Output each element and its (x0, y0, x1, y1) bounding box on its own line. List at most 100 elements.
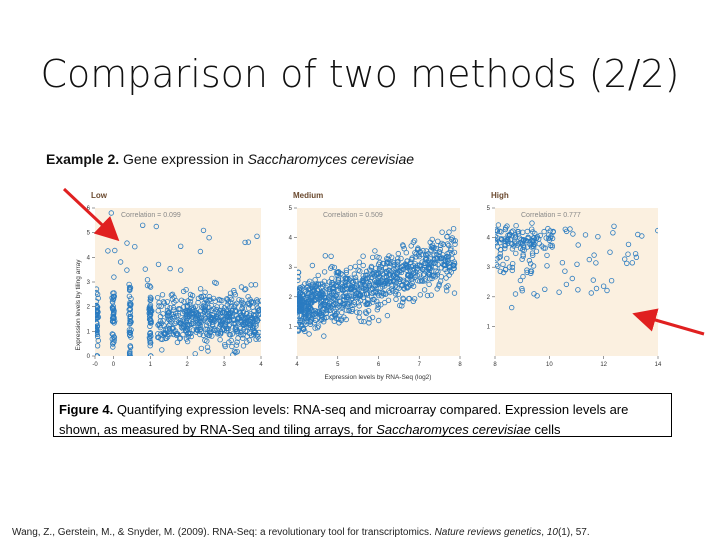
scatter-point (495, 262, 500, 268)
scatter-point (513, 223, 519, 229)
scatter-point (230, 352, 236, 356)
scatter-point (520, 242, 527, 249)
scatter-point (232, 326, 239, 332)
scatter-point (372, 248, 378, 254)
scatter-point (392, 291, 399, 297)
scatter-point (400, 295, 406, 301)
scatter-point (373, 289, 379, 296)
scatter-point (549, 242, 555, 249)
scatter-point (315, 272, 321, 279)
scatter-point (363, 285, 370, 291)
scatter-point (502, 238, 509, 244)
scatter-point (543, 235, 549, 241)
y-tick-label: 5 (289, 206, 293, 212)
y-tick-label: 6 (87, 206, 91, 212)
scatter-point (318, 294, 324, 301)
x-tick-label: 12 (600, 362, 607, 368)
x-tick-label: 10 (546, 362, 553, 368)
data-points (297, 226, 458, 339)
scatter-point (144, 277, 151, 283)
scatter-point (188, 295, 194, 301)
scatter-point (329, 302, 335, 309)
scatter-point (349, 295, 356, 301)
scatter-point (217, 336, 223, 343)
scatter-point (213, 280, 219, 286)
scatter-point (600, 283, 607, 289)
scatter-point (530, 263, 537, 269)
scatter-point (386, 267, 392, 273)
scatter-point (430, 273, 436, 279)
scatter-point (204, 319, 210, 325)
scatter-point (127, 310, 133, 316)
scatter-point (495, 244, 501, 250)
scatter-point (424, 292, 431, 299)
scatter-point (354, 285, 361, 292)
scatter-point (369, 314, 376, 321)
scatter-point (376, 254, 382, 261)
scatter-point (404, 258, 410, 264)
scatter-point (182, 314, 188, 321)
scatter-point (633, 254, 640, 260)
scatter-point (193, 311, 200, 317)
scatter-point (109, 315, 116, 321)
scatter-point (324, 285, 330, 291)
scatter-point (341, 314, 347, 320)
scatter-point (177, 267, 184, 273)
citation-volume: 10 (546, 527, 558, 538)
scatter-point (95, 353, 100, 356)
scatter-point (310, 291, 316, 298)
scatter-point (574, 261, 580, 267)
scatter-point (323, 314, 330, 320)
y-tick-label: 1 (289, 324, 293, 330)
scatter-point (386, 288, 392, 294)
scatter-point (304, 284, 310, 290)
scatter-point (187, 299, 194, 305)
scatter-point (426, 281, 432, 288)
scatter-point (429, 245, 436, 251)
scatter-point (226, 323, 232, 329)
scatter-point (567, 226, 573, 232)
scatter-point (635, 231, 641, 238)
scatter-point (297, 277, 301, 284)
scatter-point (328, 265, 334, 271)
scatter-point (155, 261, 162, 268)
scatter-point (240, 343, 247, 349)
slide-subtitle: Example 2. Gene expression in Saccharomy… (46, 151, 414, 167)
scatter-point (209, 333, 215, 339)
scatter-point (382, 299, 388, 306)
scatter-point (528, 270, 534, 277)
scatter-point (188, 333, 194, 340)
scatter-point (227, 309, 233, 315)
scatter-point (384, 259, 391, 265)
y-tick-label: 3 (289, 265, 293, 271)
scatter-point (189, 314, 196, 320)
scatter-point (420, 272, 426, 278)
scatter-point (625, 241, 632, 248)
x-tick-label: 8 (493, 362, 497, 368)
scatter-point (193, 317, 199, 323)
x-tick-label: 5 (336, 362, 340, 368)
scatter-point (224, 296, 230, 302)
scatter-point (95, 298, 99, 304)
scatter-point (183, 286, 189, 293)
scatter-point (385, 297, 392, 303)
scatter-point (189, 292, 196, 299)
scatter-point (256, 307, 261, 313)
scatter-point (127, 302, 134, 309)
scatter-point (629, 260, 635, 266)
scatter-point (608, 277, 615, 284)
scatter-point (509, 304, 515, 311)
scatter-point (517, 277, 524, 284)
scatter-point (205, 348, 211, 354)
scatter-point (504, 255, 510, 262)
scatter-point (245, 305, 252, 311)
scatter-point (562, 268, 568, 274)
scatter-point (421, 266, 427, 273)
scatter-point (345, 301, 352, 308)
scatter-point (250, 300, 257, 306)
scatter-point (518, 236, 524, 243)
scatter-point (410, 283, 417, 289)
scatter-point (384, 255, 390, 262)
scatter-point (375, 301, 381, 308)
